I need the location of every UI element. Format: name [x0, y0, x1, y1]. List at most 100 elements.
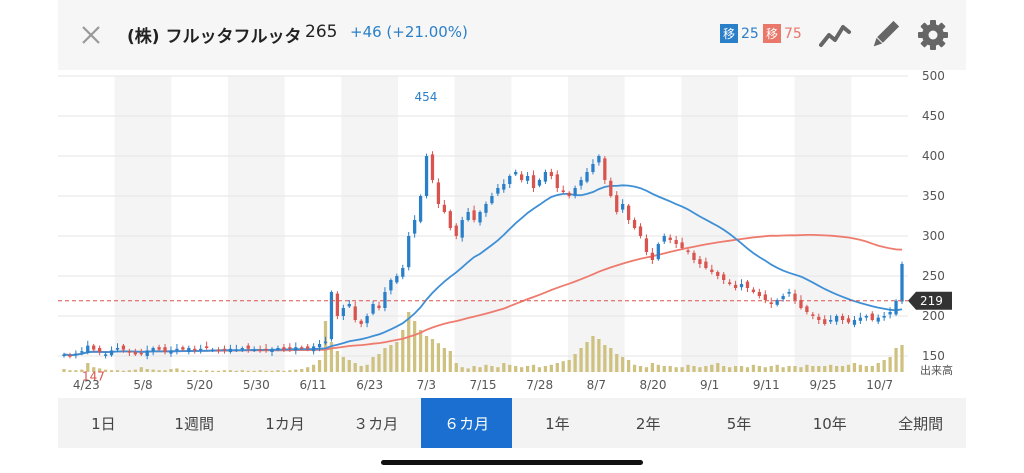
- candle-body: [169, 350, 173, 354]
- volume-bar: [597, 339, 601, 372]
- volume-bar: [448, 351, 452, 372]
- volume-bar: [175, 368, 179, 372]
- candle-body: [294, 347, 298, 351]
- volume-bar: [341, 357, 345, 372]
- tab-3-months[interactable]: ３カ月: [353, 414, 399, 433]
- candle: [234, 344, 238, 352]
- candle: [258, 345, 262, 353]
- candle-body: [751, 289, 756, 292]
- volume-bar: [799, 367, 803, 372]
- volume-bar: [68, 370, 72, 372]
- candle-body: [567, 192, 571, 196]
- stock-chart[interactable]: 500 450 400 350 300 250 200 150 出来高 454 147 219 4/23…: [0, 69, 1024, 398]
- candle: [133, 348, 137, 356]
- close-icon[interactable]: [76, 20, 106, 50]
- candle: [92, 344, 96, 352]
- candle-body: [454, 225, 458, 236]
- candle-body: [531, 175, 536, 188]
- candle-body: [282, 347, 286, 350]
- candle-body: [151, 348, 155, 352]
- volume-bar: [109, 370, 114, 372]
- candle-body: [858, 317, 863, 321]
- volume-bar: [199, 370, 203, 372]
- candle: [300, 345, 304, 350]
- line-chart-icon[interactable]: [818, 18, 852, 52]
- candle: [561, 185, 565, 194]
- candle: [644, 234, 649, 256]
- volume-bar: [115, 370, 120, 372]
- candle-body: [383, 292, 387, 308]
- volume-bar: [401, 330, 405, 372]
- candle-body: [698, 259, 702, 264]
- x-tick-label: 7/15: [470, 378, 497, 392]
- volume-bar: [805, 364, 809, 372]
- candle: [549, 168, 553, 180]
- candle-body: [68, 355, 72, 357]
- candle-body: [478, 212, 482, 223]
- volume-bar: [484, 364, 488, 372]
- tab-10-years[interactable]: 10年: [812, 414, 847, 433]
- candle: [733, 280, 738, 291]
- volume-bar: [163, 370, 167, 372]
- volume-bar: [882, 360, 886, 372]
- gear-icon[interactable]: [916, 18, 950, 52]
- volume-bar: [133, 369, 137, 372]
- volume-bar: [692, 366, 696, 372]
- volume-bar: [377, 354, 381, 372]
- volume-bar: [252, 370, 256, 372]
- candle-body: [317, 344, 322, 348]
- candle-body: [86, 345, 90, 353]
- candle: [460, 216, 464, 242]
- candle-body: [900, 264, 904, 302]
- y-tick-label: 250: [922, 269, 945, 283]
- volume-bar: [567, 360, 571, 372]
- volume-bar: [870, 366, 874, 372]
- volume-bar: [395, 342, 399, 372]
- candle-body: [745, 281, 750, 288]
- x-tick-label: 5/20: [186, 378, 213, 392]
- volume-bar: [353, 363, 357, 372]
- x-tick-label: 6/23: [356, 378, 383, 392]
- pencil-icon[interactable]: [868, 18, 902, 52]
- candle-body: [656, 244, 660, 260]
- candle: [127, 348, 132, 356]
- candle: [817, 313, 821, 324]
- candle: [103, 351, 108, 359]
- volume-bar: [585, 342, 589, 372]
- candle-body: [626, 205, 631, 220]
- tab-1-day[interactable]: 1日: [91, 414, 116, 433]
- volume-bar: [424, 336, 429, 372]
- candle-body: [300, 347, 304, 349]
- tab-all-time[interactable]: 全期間: [898, 414, 944, 433]
- tab-5-years[interactable]: 5年: [726, 414, 752, 433]
- volume-bar: [264, 370, 268, 372]
- tab-1-year[interactable]: 1年: [545, 414, 570, 433]
- candle: [840, 313, 845, 324]
- x-tick-label: 6/11: [300, 378, 327, 392]
- candle-body: [109, 350, 114, 356]
- candle: [496, 184, 500, 196]
- candle: [62, 352, 66, 358]
- tab-6-months[interactable]: ６カ月: [421, 398, 512, 448]
- volume-bar: [888, 357, 892, 372]
- tab-1-week[interactable]: 1週間: [174, 414, 214, 433]
- candle: [264, 344, 268, 353]
- candle-body: [193, 348, 197, 351]
- tab-1-month[interactable]: 1カ月: [265, 414, 305, 433]
- candle-body: [329, 292, 334, 340]
- grid-band: [228, 76, 285, 372]
- candle-body: [793, 293, 797, 300]
- candle: [710, 264, 714, 275]
- candle-body: [787, 292, 791, 294]
- candle: [704, 257, 708, 270]
- volume-bar: [407, 312, 411, 372]
- candle-body: [864, 316, 868, 318]
- candle: [436, 178, 441, 208]
- volume-bar: [472, 366, 476, 372]
- candle-body: [573, 188, 577, 196]
- volume-bar: [686, 364, 690, 372]
- tab-2-years[interactable]: 2年: [635, 414, 661, 433]
- volume-bar: [222, 370, 227, 372]
- volume-bar: [216, 370, 221, 372]
